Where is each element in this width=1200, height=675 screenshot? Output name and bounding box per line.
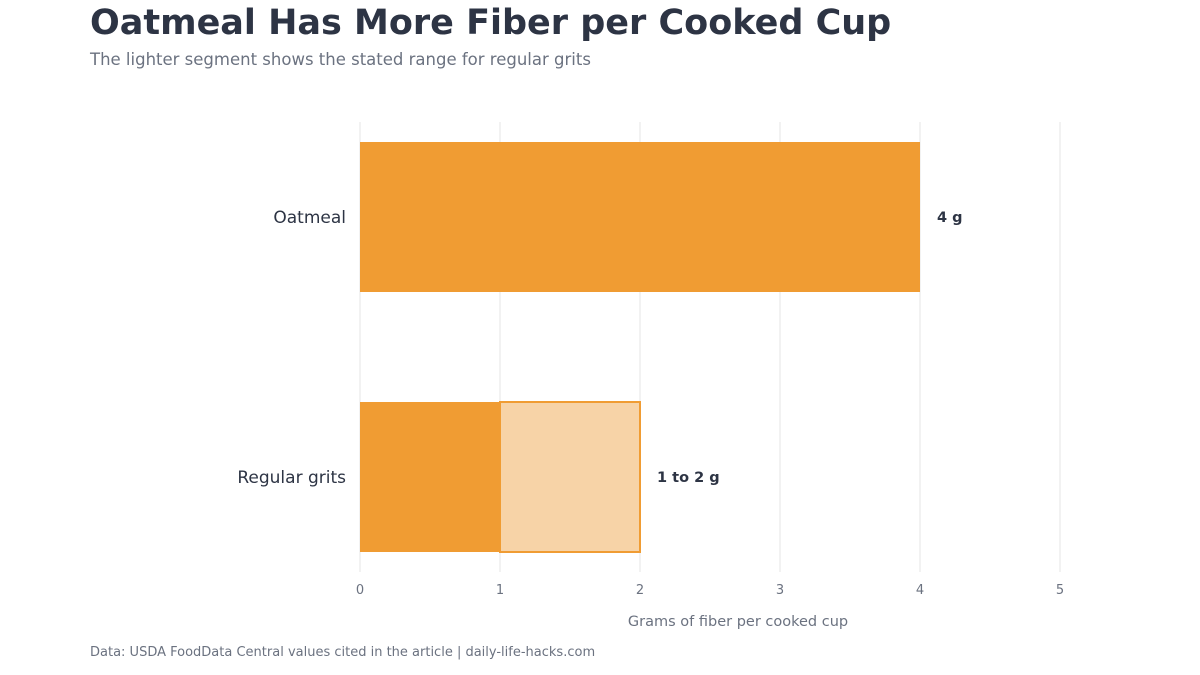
x-tick-label: 5 [1056,583,1064,598]
x-tick-label: 4 [916,583,924,598]
x-axis-title: Grams of fiber per cooked cup [628,614,848,630]
x-tick-label: 0 [356,583,364,598]
x-tick-label: 3 [776,583,784,598]
category-label: Regular grits [237,468,346,488]
x-tick-label: 1 [496,583,504,598]
bar-regular-grits [360,402,500,552]
x-tick-label: 2 [636,583,644,598]
bar-oatmeal [360,142,920,292]
chart-subtitle: The lighter segment shows the stated ran… [90,50,591,69]
source-note: Data: USDA FoodData Central values cited… [90,645,596,660]
chart-title: Oatmeal Has More Fiber per Cooked Cup [90,3,892,43]
data-label: 4 g [937,210,963,226]
category-label: Oatmeal [273,208,346,228]
range-segment [499,401,641,553]
data-label: 1 to 2 g [657,470,720,486]
